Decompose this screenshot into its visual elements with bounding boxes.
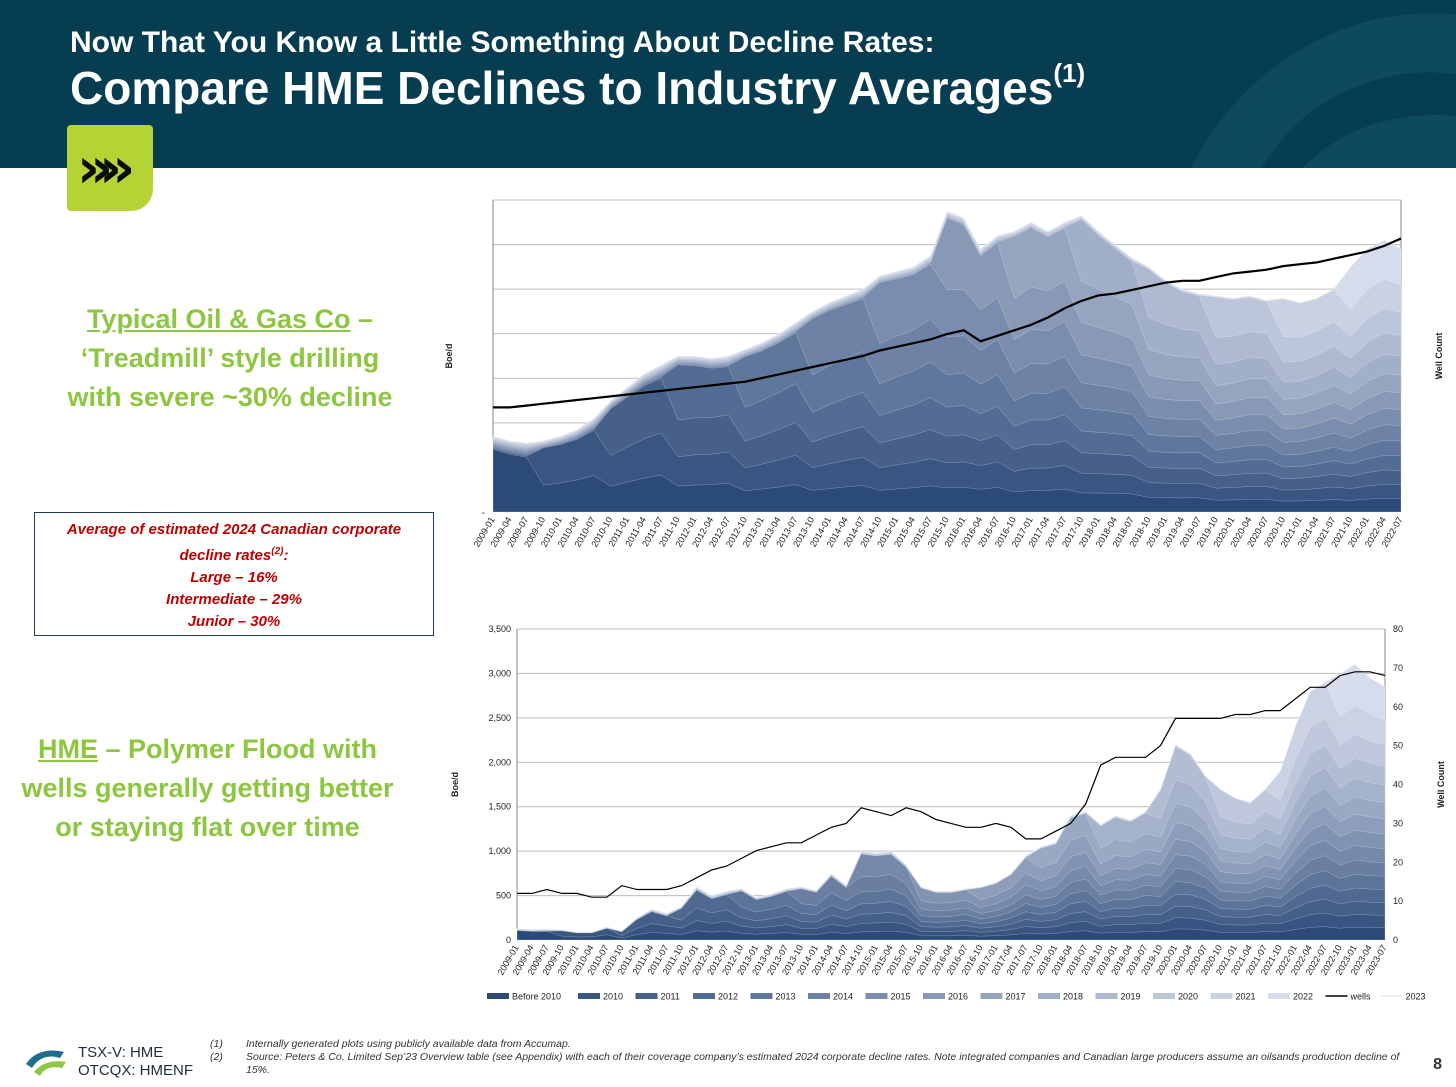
- legend-label: 2019: [1121, 992, 1141, 1002]
- brand-swoosh-graphic: [1190, 13, 1456, 168]
- y-tick-label: 0: [506, 935, 511, 945]
- y2-tick-label: 40: [1393, 780, 1403, 790]
- y-axis-label: Boe/d: [450, 772, 460, 797]
- ticker-otcqx: OTCQX: HMENF: [78, 1062, 193, 1079]
- company-logo-icon: [26, 1050, 66, 1076]
- legend-swatch: [980, 993, 1003, 999]
- y2-tick-label: 50: [1393, 741, 1403, 751]
- y2-axis-label: Well Count: [1434, 333, 1444, 380]
- legend-swatch: [923, 993, 945, 999]
- legend-label: 2014: [833, 992, 853, 1002]
- slide-kicker: Now That You Know a Little Something Abo…: [70, 26, 935, 59]
- legend-swatch: [750, 993, 773, 999]
- legend-swatch: [1038, 993, 1060, 999]
- y2-tick-label: 80: [1393, 624, 1403, 634]
- y2-tick-label: 20: [1393, 857, 1403, 867]
- legend-swatch: [1210, 993, 1233, 999]
- y-tick-label: 3,500: [488, 624, 511, 634]
- legend-swatch: [693, 993, 715, 999]
- legend-label: wells: [1350, 992, 1372, 1002]
- legend-label: 2022: [1293, 992, 1313, 1002]
- vintage-area-0: [492, 449, 1402, 513]
- hme-decline-chart: 2009-012009-042009-072009-102010-012010-…: [450, 624, 1446, 1002]
- legend-label: 2015: [891, 992, 911, 1002]
- page-number: 8: [1433, 1056, 1442, 1073]
- legend-swatch: [808, 993, 830, 999]
- decline-rate-box: Average of estimated 2024 Canadian corpo…: [34, 512, 434, 636]
- ticker-symbols: TSX-V: HME OTCQX: HMENF: [78, 1044, 193, 1080]
- legend-label: 2016: [948, 992, 968, 1002]
- y2-tick-label: 0: [1393, 935, 1398, 945]
- y2-tick-label: 30: [1393, 818, 1403, 828]
- legend-label: 2011: [661, 992, 680, 1002]
- legend-swatch: [635, 993, 658, 999]
- y-tick-label: 3,000: [488, 668, 511, 678]
- legend-swatch: [487, 993, 509, 999]
- y-tick-label: 1,500: [488, 802, 511, 812]
- legend-label: 2012: [718, 992, 738, 1002]
- legend-label: 2017: [1006, 992, 1026, 1002]
- y2-tick-label: 10: [1393, 896, 1403, 906]
- industry-decline-chart: 2009-012009-042009-072009-102010-012010-…: [444, 199, 1444, 549]
- legend-label: 2021: [1236, 992, 1256, 1002]
- legend-label: Before 2010: [512, 992, 561, 1002]
- y-axis-label: Boe/d: [444, 343, 454, 368]
- y-tick-label: 2,500: [488, 713, 511, 723]
- legend-label: 2013: [776, 992, 796, 1002]
- callout-hme: HME – Polymer Flood with wells generally…: [21, 734, 394, 842]
- legend-swatch: [1095, 993, 1118, 999]
- y2-tick-label: 70: [1393, 663, 1403, 673]
- legend-label: 2018: [1063, 992, 1083, 1002]
- callout-typical-company: Typical Oil & Gas Co – ‘Treadmill’ style…: [67, 304, 393, 412]
- y-tick-label: 1,000: [488, 846, 511, 856]
- footnotes: (1) Internally generated plots using publ…: [210, 1038, 1400, 1076]
- chevron-right-icon: »»: [77, 136, 135, 201]
- wells-line: [493, 237, 1402, 409]
- legend-label: 2023: [1406, 992, 1426, 1002]
- ticker-tsxv: TSX-V: HME: [78, 1044, 164, 1061]
- vintage-area-0: [516, 926, 1386, 941]
- y-tick-label: -: [482, 508, 485, 519]
- legend-label: 2020: [1178, 992, 1198, 1002]
- legend-swatch: [578, 993, 600, 999]
- header-banner: Now That You Know a Little Something Abo…: [0, 0, 1456, 168]
- legend-swatch: [1268, 993, 1290, 999]
- y2-axis-label: Well Count: [1436, 761, 1446, 808]
- y-tick-label: 2,000: [488, 757, 511, 767]
- chevron-logo: »»: [67, 125, 153, 211]
- legend-label: 2010: [603, 992, 623, 1002]
- slide-title: Compare HME Declines to Industry Average…: [70, 58, 1086, 114]
- y-tick-label: 500: [496, 891, 511, 901]
- legend-swatch: [865, 993, 888, 999]
- legend-swatch: [1153, 993, 1175, 999]
- y2-tick-label: 60: [1393, 702, 1403, 712]
- wells-line: [517, 671, 1386, 898]
